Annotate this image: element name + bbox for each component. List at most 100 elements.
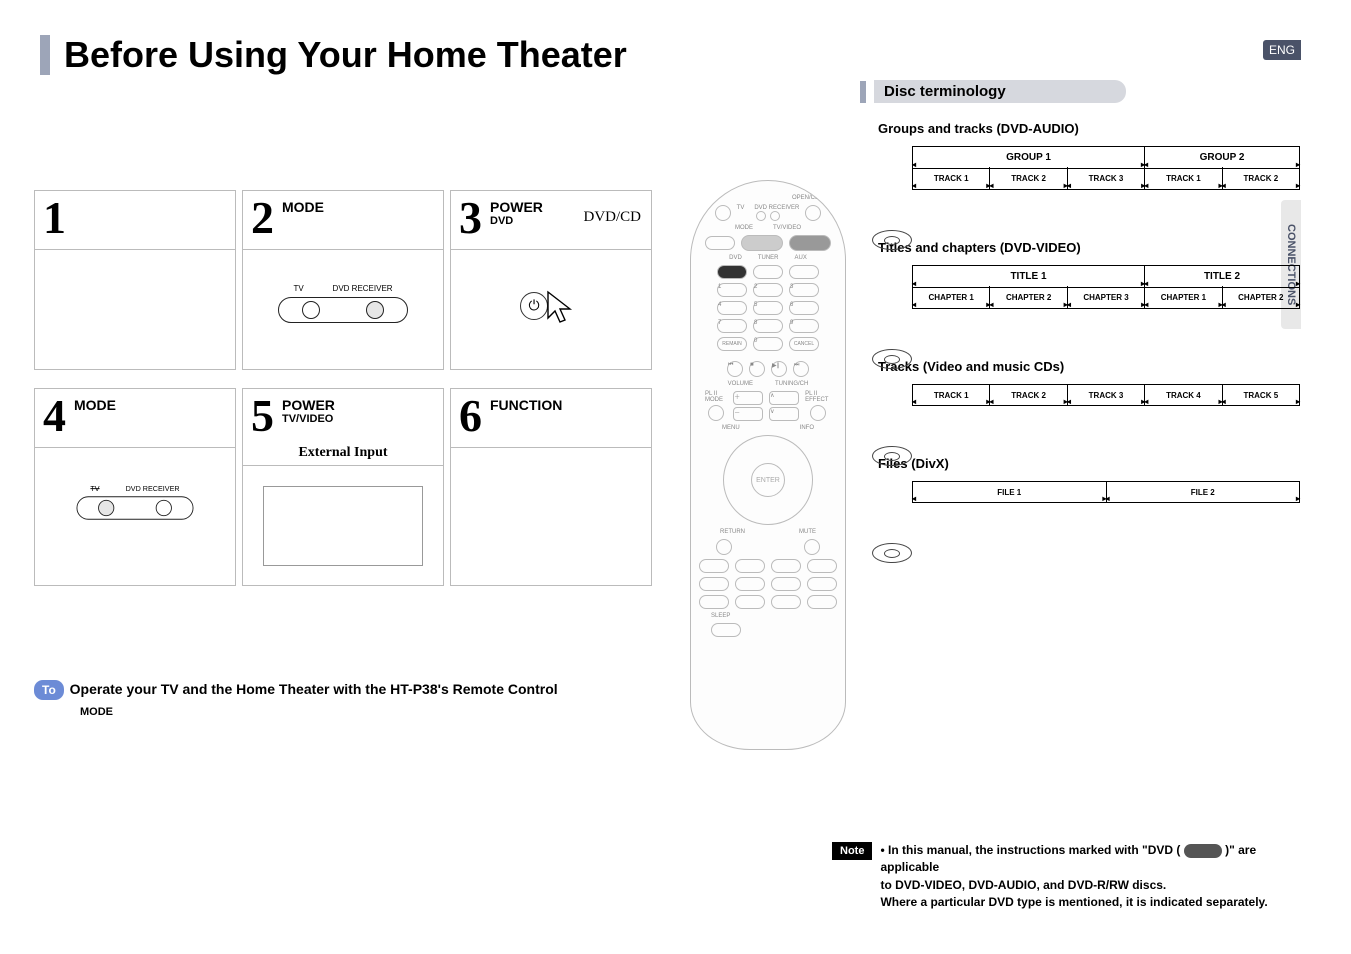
step-5-external-input-label: External Input bbox=[243, 445, 443, 465]
mode-sel-dvd-label: DVD RECEIVER bbox=[333, 284, 393, 293]
remote-power-icon bbox=[715, 205, 731, 221]
note-badge: Note bbox=[832, 842, 872, 860]
diagram-item-cell: CHAPTER 3◂▸ bbox=[1068, 286, 1145, 308]
remote-tuning-label: TUNING/CH bbox=[775, 381, 808, 387]
diagram-item-cell: TRACK 1◂▸ bbox=[913, 385, 990, 405]
mode-sel-dvd-label: DVD RECEIVER bbox=[126, 484, 180, 492]
step-3-label-power: POWER bbox=[490, 199, 543, 215]
tv-screen-icon bbox=[263, 486, 423, 566]
step-4-number: 4 bbox=[43, 393, 66, 439]
disc-icon bbox=[872, 543, 912, 563]
remote-cancel-label: CANCEL bbox=[789, 337, 819, 351]
diagram-item-cell: TRACK 4◂▸ bbox=[1145, 385, 1222, 405]
mode-selector-icon: TV DVD RECEIVER bbox=[77, 496, 194, 519]
remote-volume-label: VOLUME bbox=[728, 381, 753, 387]
diagram-item-cell: TRACK 5◂▸ bbox=[1223, 385, 1299, 405]
diagram-title: Groups and tracks (DVD-AUDIO) bbox=[878, 121, 1300, 136]
remote-menu-label: MENU bbox=[722, 425, 740, 431]
disc-icon bbox=[872, 349, 912, 369]
remote-open-close-label: OPEN/CLOSE bbox=[792, 195, 831, 201]
diagram-item-cell: TRACK 2◂▸ bbox=[990, 167, 1067, 189]
remote-mute-label: MUTE bbox=[799, 529, 816, 535]
remote-func-row-3 bbox=[699, 595, 837, 609]
remote-nav-pad-icon: ENTER bbox=[723, 435, 813, 525]
page-title: Before Using Your Home Theater bbox=[64, 34, 627, 76]
step-4: 4 MODE TV DVD RECEIVER bbox=[34, 388, 236, 586]
remote-tv-label: TV bbox=[737, 205, 745, 211]
diagram-item-cell: TRACK 1◂▸ bbox=[913, 167, 990, 189]
disc-icon bbox=[872, 230, 912, 250]
step-5-label-tvvideo: TV/VIDEO bbox=[282, 413, 333, 426]
step-3-right-label: DVD/CD bbox=[583, 209, 641, 226]
remote-tvvideo-label: TV/VIDEO bbox=[773, 225, 801, 231]
remote-tuner-label: TUNER bbox=[758, 255, 779, 261]
step-6-label: FUNCTION bbox=[490, 397, 562, 413]
diagram-item-cell: TRACK 2◂▸ bbox=[1223, 167, 1299, 189]
step-2: 2 MODE TV DVD RECEIVER bbox=[242, 190, 444, 370]
language-tab: ENG bbox=[1263, 40, 1301, 60]
step-6: 6 FUNCTION bbox=[450, 388, 652, 586]
diagram-item-cell: TRACK 3◂▸ bbox=[1068, 167, 1145, 189]
title-accent bbox=[40, 35, 50, 75]
steps-grid: 1 2 MODE TV DVD RECEIVER bbox=[34, 190, 654, 604]
to-pill: To bbox=[34, 680, 64, 700]
disc-icon bbox=[872, 446, 912, 466]
step-4-label: MODE bbox=[74, 397, 116, 413]
step-3-number: 3 bbox=[459, 195, 482, 241]
step-3: 3 POWER DVD DVD/CD ⏻ bbox=[450, 190, 652, 370]
to-operate-note: To Operate your TV and the Home Theater … bbox=[34, 680, 684, 718]
step-1-number: 1 bbox=[43, 195, 66, 241]
diagram-group-cell: GROUP 1◂▸ bbox=[913, 147, 1145, 168]
diagram-group-cell: TITLE 1◂▸ bbox=[913, 266, 1145, 287]
disc-terminology-header: Disc terminology bbox=[874, 80, 1126, 103]
diagram-title: Tracks (Video and music CDs) bbox=[878, 359, 1300, 374]
diagram-item-cell: TRACK 3◂▸ bbox=[1068, 385, 1145, 405]
mode-selector-icon: TV DVD RECEIVER bbox=[278, 297, 408, 323]
diagram-group-cell: GROUP 2◂▸ bbox=[1145, 147, 1299, 168]
note-block: Note • In this manual, the instructions … bbox=[832, 842, 1318, 912]
remote-aux-label: AUX bbox=[795, 255, 807, 261]
step-1: 1 bbox=[34, 190, 236, 370]
step-6-number: 6 bbox=[459, 393, 482, 439]
dvd-disc-icon bbox=[1184, 844, 1222, 858]
remote-info-label: INFO bbox=[800, 425, 814, 431]
remote-enter-label: ENTER bbox=[751, 463, 785, 497]
structure-diagram: TITLE 1◂▸TITLE 2◂▸CHAPTER 1◂▸CHAPTER 2◂▸… bbox=[878, 265, 1300, 341]
remote-func-row-2 bbox=[699, 577, 837, 591]
remote-dvd-label: DVD bbox=[729, 255, 742, 261]
step-2-number: 2 bbox=[251, 195, 274, 241]
step-3-label-dvd: DVD bbox=[490, 215, 513, 228]
structure-diagram: TRACK 1◂▸TRACK 2◂▸TRACK 3◂▸TRACK 4◂▸TRAC… bbox=[878, 384, 1300, 438]
note-text: • In this manual, the instructions marke… bbox=[880, 842, 1318, 912]
remote-mode-label: MODE bbox=[735, 225, 753, 231]
diagram-item-cell: CHAPTER 1◂▸ bbox=[1145, 286, 1222, 308]
diagram-item-cell: FILE 2◂▸ bbox=[1107, 482, 1300, 502]
diagram-item-cell: CHAPTER 2◂▸ bbox=[990, 286, 1067, 308]
diagram-item-cell: CHAPTER 1◂▸ bbox=[913, 286, 990, 308]
to-operate-sub: MODE bbox=[80, 706, 684, 718]
diagram-title: Files (DivX) bbox=[878, 456, 1300, 471]
diagram-title: Titles and chapters (DVD-VIDEO) bbox=[878, 240, 1300, 255]
remote-return-label: RETURN bbox=[720, 529, 745, 535]
disc-terminology-section: Disc terminology Groups and tracks (DVD-… bbox=[860, 80, 1300, 541]
cursor-icon bbox=[542, 288, 582, 328]
mode-sel-tv-label: TV bbox=[90, 484, 99, 492]
mode-sel-tv-label: TV bbox=[293, 284, 303, 293]
diagram-item-cell: TRACK 2◂▸ bbox=[990, 385, 1067, 405]
diagram-item-cell: TRACK 1◂▸ bbox=[1145, 167, 1222, 189]
remote-remain-label: REMAIN bbox=[717, 337, 747, 351]
step-5-number: 5 bbox=[251, 393, 274, 439]
step-5: 5 POWER TV/VIDEO External Input bbox=[242, 388, 444, 586]
diagram-item-cell: CHAPTER 2◂▸ bbox=[1223, 286, 1299, 308]
to-operate-text: Operate your TV and the Home Theater wit… bbox=[70, 681, 558, 697]
remote-func-row-1 bbox=[699, 559, 837, 573]
step-2-label: MODE bbox=[282, 199, 324, 215]
remote-pl2mode-label: PL II MODE bbox=[705, 391, 727, 403]
remote-pl2eff-label: PL II EFFECT bbox=[805, 391, 831, 403]
diagram-item-cell: FILE 1◂▸ bbox=[913, 482, 1107, 502]
diagram-group-cell: TITLE 2◂▸ bbox=[1145, 266, 1299, 287]
step-5-label-power: POWER bbox=[282, 397, 335, 413]
remote-eject-icon bbox=[805, 205, 821, 221]
structure-diagram: GROUP 1◂▸GROUP 2◂▸TRACK 1◂▸TRACK 2◂▸TRAC… bbox=[878, 146, 1300, 222]
rcol-accent bbox=[860, 81, 866, 103]
